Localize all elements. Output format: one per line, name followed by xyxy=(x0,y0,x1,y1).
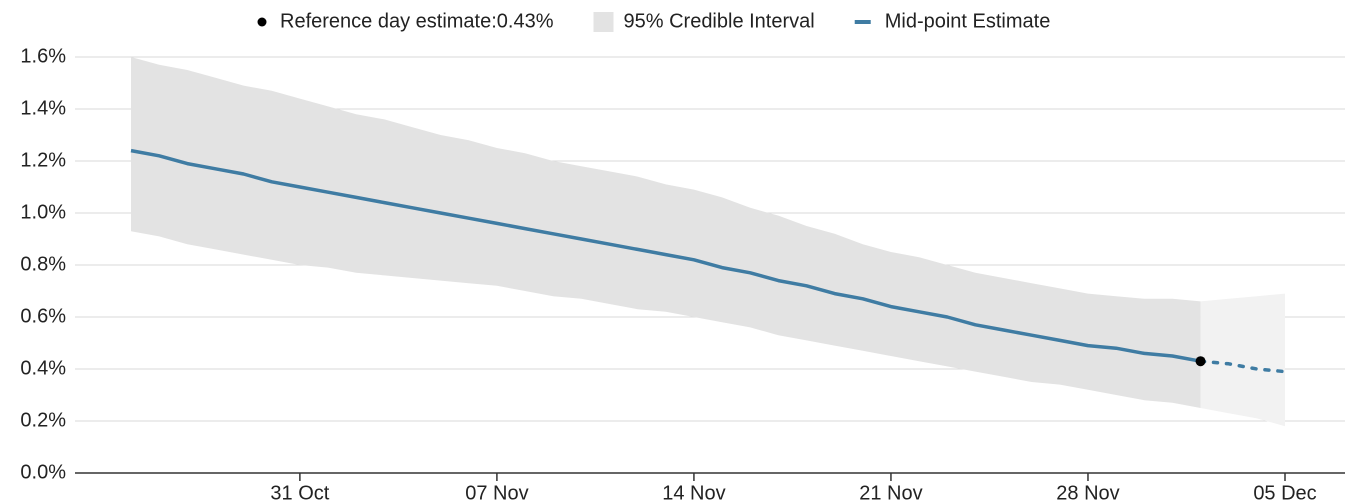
projection-line xyxy=(1198,359,1287,374)
x-tick-label: 14 Nov xyxy=(662,482,725,504)
y-tick-label: 0.4% xyxy=(20,357,66,379)
x-tick-label: 21 Nov xyxy=(859,482,922,504)
x-tick-label: 07 Nov xyxy=(465,482,528,504)
x-tick-label: 28 Nov xyxy=(1056,482,1119,504)
y-tick-label: 0.2% xyxy=(20,409,66,431)
x-tick-label: 05 Dec xyxy=(1253,482,1316,504)
y-tick-label: 1.6% xyxy=(20,45,66,67)
y-tick-label: 1.4% xyxy=(20,97,66,119)
credible-band xyxy=(131,57,1201,408)
legend-marker xyxy=(257,17,267,27)
mid-line xyxy=(130,148,1201,363)
credible-band xyxy=(1200,293,1285,427)
y-tick-label: 0.0% xyxy=(20,461,66,483)
legend-label: 95% Credible Interval xyxy=(624,10,815,32)
y-tick-label: 1.2% xyxy=(20,149,66,171)
reference-point xyxy=(1195,356,1206,367)
y-tick-label: 0.8% xyxy=(20,253,66,275)
legend-label: Reference day estimate:0.43% xyxy=(280,10,554,32)
y-tick-label: 1.0% xyxy=(20,201,66,223)
legend-label: Mid-point Estimate xyxy=(885,10,1051,32)
x-tick-label: 31 Oct xyxy=(270,482,329,504)
y-tick-label: 0.6% xyxy=(20,305,66,327)
legend-marker xyxy=(593,12,614,32)
